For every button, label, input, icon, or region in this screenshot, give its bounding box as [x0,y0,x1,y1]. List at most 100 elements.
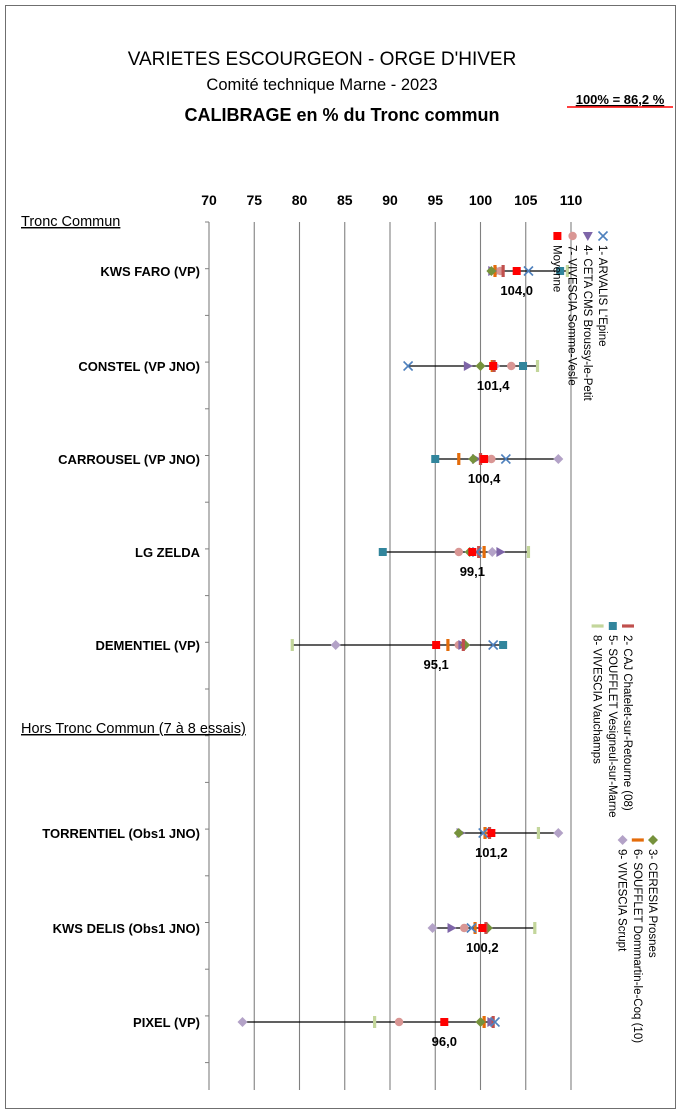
legend-label: 1- ARVALIS L'Epine [596,245,608,347]
legend-marker [617,835,628,845]
legend-label: 9- VIVESCIA Scrupt [616,849,628,952]
data-point [491,1016,495,1028]
legend-label: Moyenne [550,245,562,292]
category-row: CONSTEL (VP JNO) 101,4 [78,359,540,393]
mean-label: 104,0 [500,283,533,298]
data-point [460,923,469,933]
category-row: PIXEL (VP) 96,0 [133,1015,501,1049]
category-row: KWS FARO (VP) 104,0 [100,264,569,298]
data-point [461,639,465,651]
category-row: LG ZELDA 99,1 [135,545,531,579]
mean-marker [489,362,498,370]
x-tick-label: 85 [337,192,353,208]
legend-item: Moyenne [550,232,562,292]
data-point [487,454,496,464]
data-point [475,1017,486,1027]
x-tick-label: 80 [292,192,308,208]
x-tick-label: 70 [201,192,217,208]
data-point [237,1017,248,1027]
data-point [378,548,387,556]
category-row: CARROUSEL (VP JNO) 100,4 [58,452,564,486]
legend-item: 2- CAJ Chatelet-sur-Retourne (08) [621,624,634,811]
legend-label: 8- VIVESCIA Vauchamps [591,635,603,764]
x-tick-labels: 70 75 80 85 90 95 100 105 110 [201,192,582,208]
data-point [473,922,477,934]
data-point [463,361,473,371]
legend-item: 4- CETA CMS Broussy-le-Petit [581,232,593,402]
legend-marker [591,624,604,628]
mean-label: 100,4 [468,471,501,486]
data-point [446,639,450,651]
legend-label: 3- CERESIA Prosnes [646,849,658,958]
x-tick-label: 95 [427,192,443,208]
data-point [487,547,498,557]
data-point [486,266,497,276]
category-row: TORRENTIEL (Obs1 JNO) 101,2 [42,826,564,860]
mean-label: 101,2 [475,845,508,860]
mean-marker [440,1018,449,1026]
data-point [523,265,534,277]
x-tick-label: 75 [246,192,262,208]
legend-marker [582,232,593,241]
chart-measure-title: CALIBRAGE en % du Tronc commun [184,105,499,125]
legend-item: 6- SOUFFLET Dommartin-le-Coq (10) [631,838,644,1043]
x-tick-label: 90 [382,192,398,208]
mean-label: 96,0 [432,1034,457,1049]
mean-marker [480,455,489,463]
legend-item: 3- CERESIA Prosnes [646,835,658,958]
legend-label: 7- VIVESCIA Somme-Vesle [566,245,578,386]
legend-marker [648,835,658,845]
chart-title: VARIETES ESCOURGEON - ORGE D'HIVER [128,49,517,70]
data-point [553,828,564,838]
data-point [460,640,471,650]
data-point [526,546,531,558]
reference-note: 100% = 86,2 % [576,92,665,107]
category-label: CARROUSEL (VP JNO) [58,452,200,467]
legend-label: 5- SOUFFLET Vesigneul-sur-Marne [606,635,618,818]
category-row: DEMENTIEL (VP) 95,1 [96,638,508,672]
legend-item: 1- ARVALIS L'Epine [596,230,609,347]
chart-frame [5,5,676,1109]
legend-label: 2- CAJ Chatelet-sur-Retourne (08) [621,635,633,811]
data-point [536,827,541,839]
section-label: Tronc Commun [21,214,120,230]
data-point [500,453,511,465]
data-point [496,547,506,557]
data-point [483,827,487,839]
legend-marker [622,624,634,628]
mean-label: 99,1 [460,564,485,579]
category-row: KWS DELIS (Obs1 JNO) 100,2 [53,921,537,955]
legend-marker [631,838,644,842]
legend-marker [553,232,562,240]
x-tick-label: 105 [514,192,538,208]
legend-group: 2- CAJ Chatelet-sur-Retourne (08)5- SOUF… [591,622,634,818]
data-point [535,360,540,372]
data-point [477,546,481,558]
data-point [394,1017,404,1027]
category-label: CONSTEL (VP JNO) [78,359,200,374]
data-point [475,361,486,371]
data-point [373,1016,377,1028]
category-label: KWS DELIS (Obs1 JNO) [53,921,200,936]
category-label: KWS FARO (VP) [100,264,200,279]
legend-marker [597,230,609,242]
data-point [431,455,440,463]
data-point [403,360,414,372]
category-label: DEMENTIEL (VP) [96,638,201,653]
data-point [488,639,499,651]
data-point [478,827,489,839]
mean-marker [468,548,477,556]
mean-label: 101,4 [477,378,510,393]
data-point [468,454,479,464]
data-point [533,922,537,934]
data-point [565,265,569,277]
chart-subtitle: Comité technique Marne - 2023 [206,76,437,94]
legend-item: 5- SOUFFLET Vesigneul-sur-Marne [606,622,618,818]
x-tick-label: 110 [560,192,583,208]
legend-label: 4- CETA CMS Broussy-le-Petit [581,245,593,402]
data-point [553,454,564,464]
data-point [447,923,457,933]
